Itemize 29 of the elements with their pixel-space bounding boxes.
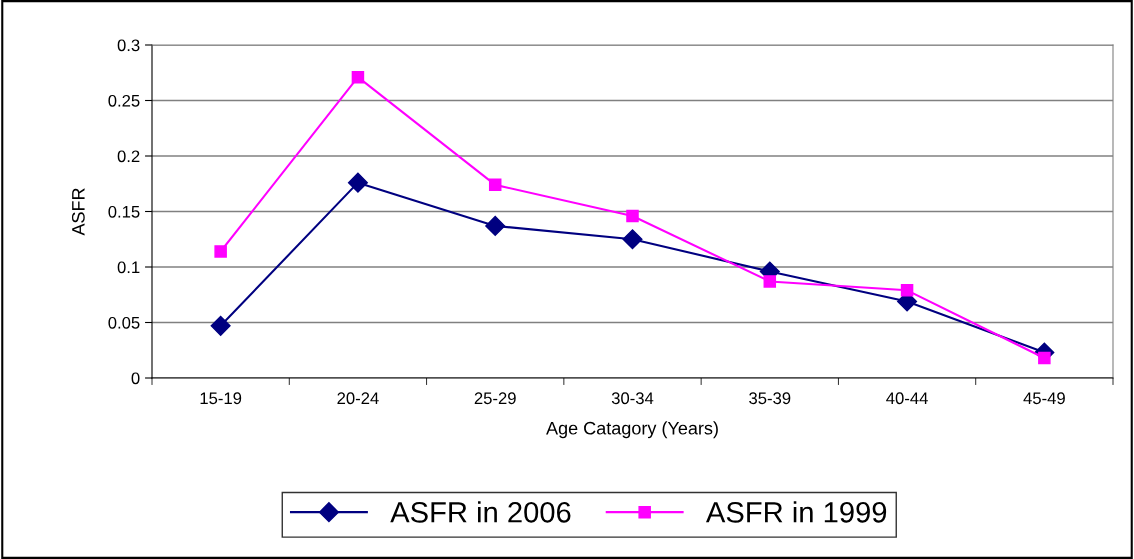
point (488, 178, 502, 192)
y-tick-label: 0.15 (108, 205, 140, 218)
y-tick-label: 0.05 (108, 316, 140, 329)
point (763, 275, 777, 288)
x-tick-label: 30-34 (611, 392, 654, 405)
point (626, 209, 639, 223)
point (1038, 351, 1051, 365)
y-tick-label: 0.25 (108, 94, 140, 107)
x-tick-label: 40-44 (886, 392, 928, 405)
x-tick-label: 15-19 (200, 392, 242, 405)
y-axis-title: ASFR (71, 188, 85, 236)
point (622, 229, 643, 250)
point (485, 215, 506, 236)
point (210, 315, 231, 336)
point (351, 70, 365, 84)
y-tick-label: 0.1 (117, 261, 140, 274)
point (347, 172, 368, 193)
y-tick-label: 0.2 (117, 150, 140, 163)
legend-label: ASFR in 1999 (705, 501, 887, 523)
x-tick-label: 20-24 (337, 392, 379, 405)
point (900, 284, 914, 297)
y-tick-label: 0 (131, 372, 140, 385)
y-tick-label: 0.3 (117, 39, 140, 52)
x-axis-title: Age Catagory (Years) (546, 421, 718, 439)
x-tick-label: 25-29 (474, 392, 516, 405)
x-tick-label: 35-39 (749, 392, 791, 405)
legend-label: ASFR in 2006 (390, 501, 571, 523)
point (214, 245, 227, 258)
x-tick-label: 45-49 (1023, 392, 1065, 405)
